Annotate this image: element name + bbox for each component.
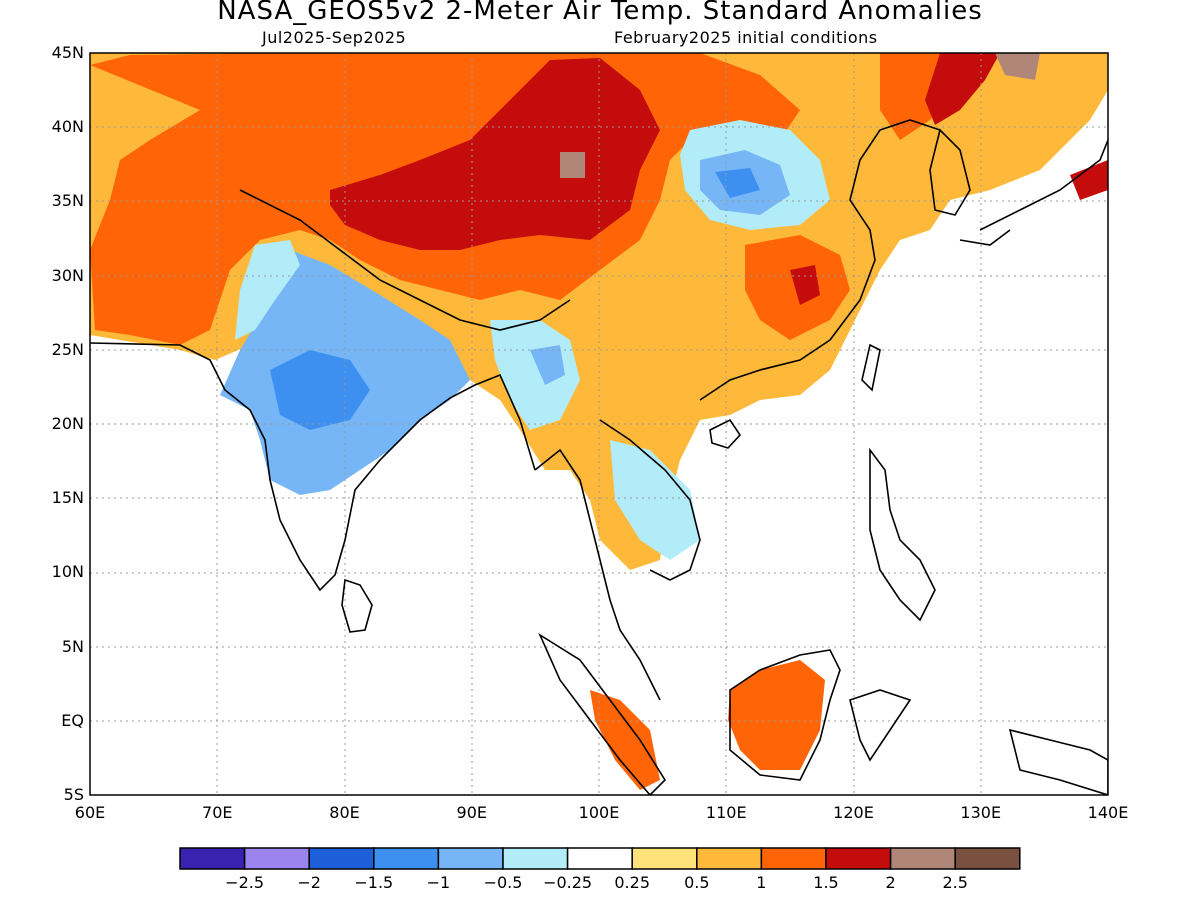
lat-tick-label: 15N [51,488,84,508]
coast-sumatra [538,632,667,795]
coast-philippines [869,447,936,622]
lon-tick-label: 70E [202,803,233,822]
lat-tick-label: 30N [51,265,84,285]
lat-tick-label: 10N [51,562,84,582]
lat-tick-label: 5S [63,785,84,804]
colorbar-swatch [696,847,763,870]
colorbar-tick-label: −0.5 [483,873,523,892]
coast-japan [959,139,1108,246]
colorbar-swatch [308,847,375,870]
coast-korea [929,128,971,216]
coast-hainan [709,418,742,449]
colorbar-swatch [954,847,1021,870]
lat-tick-label: 25N [51,339,84,359]
anomaly-region-brown [560,152,585,178]
anomaly-region-dark-red [330,58,660,250]
anomaly-region-pale-blue [235,240,300,340]
lon-tick-label: 100E [578,803,620,822]
graticule [90,53,1108,795]
colorbar-swatch [760,847,827,870]
anomaly-region-brown [995,53,1040,80]
initial-conditions: February2025 initial conditions [614,28,878,47]
lat-tick-label: 20N [51,414,84,433]
colorbar-swatch [179,847,246,870]
lon-tick-label: 60E [74,803,106,822]
colorbar-swatch [889,847,956,870]
coastlines [90,119,1108,795]
colorbar-tick-label: 1 [756,873,767,892]
forecast-period: Jul2025-Sep2025 [262,28,407,47]
coast-sri-lanka [341,578,373,633]
coast-sulawesi [849,689,912,762]
coast-borneo [729,649,841,781]
colorbar-swatch [631,847,698,870]
coast-taiwan [861,343,881,392]
anomaly-region-dark-orange [590,690,660,790]
lon-tick-label: 140E [1087,803,1129,822]
anomaly-region-dark-red [790,265,820,305]
anomaly-region-dark-red [1070,160,1108,200]
lon-tick-label: 130E [960,803,1002,822]
colorbar-tick-label: 0.25 [614,873,650,892]
lon-tick-label: 90E [456,803,487,822]
colorbar-tick-label: −2 [297,873,321,892]
map-frame [89,52,1109,796]
colorbar-tick-label: −0.25 [543,873,593,892]
colorbar-swatch [437,847,504,870]
map-title: NASA_GEOS5v2 2-Meter Air Temp. Standard … [217,0,983,26]
border-himalaya [239,189,571,331]
colorbar-tick-label: −2.5 [225,873,265,892]
lat-tick-label: 45N [51,43,84,62]
coast-new-guinea [1008,728,1108,795]
coast-indochina [534,119,941,701]
colorbar-tick-label: −1 [426,873,451,892]
lon-tick-label: 120E [833,803,874,822]
colorbar-swatch [566,847,633,870]
lon-tick-label: 80E [329,803,360,822]
anomaly-region-blue [715,168,760,198]
colorbar-swatch [373,847,440,870]
colorbar-tick-label: 2 [885,873,896,892]
lat-tick-label: EQ [61,710,84,730]
lat-tick-label: 35N [51,191,84,211]
anomaly-region-pale-blue [610,440,700,560]
anomaly-region-dark-orange [728,660,825,770]
lat-tick-label: 40N [51,117,84,137]
coast-india [90,342,536,592]
colorbar-tick-label: 0.5 [684,873,710,892]
lat-tick-label: 5N [61,636,84,656]
colorbar [179,847,1021,870]
colorbar-swatch [502,847,569,870]
lon-tick-label: 110E [705,803,747,822]
colorbar-swatch [243,847,310,870]
anomaly-region-light-blue [530,345,565,385]
colorbar-tick-label: −1.5 [354,873,394,892]
colorbar-tick-label: 1.5 [813,873,839,892]
colorbar-tick-label: 2.5 [942,873,968,892]
colorbar-swatch [825,847,892,870]
anomaly-region-blue [270,350,370,430]
